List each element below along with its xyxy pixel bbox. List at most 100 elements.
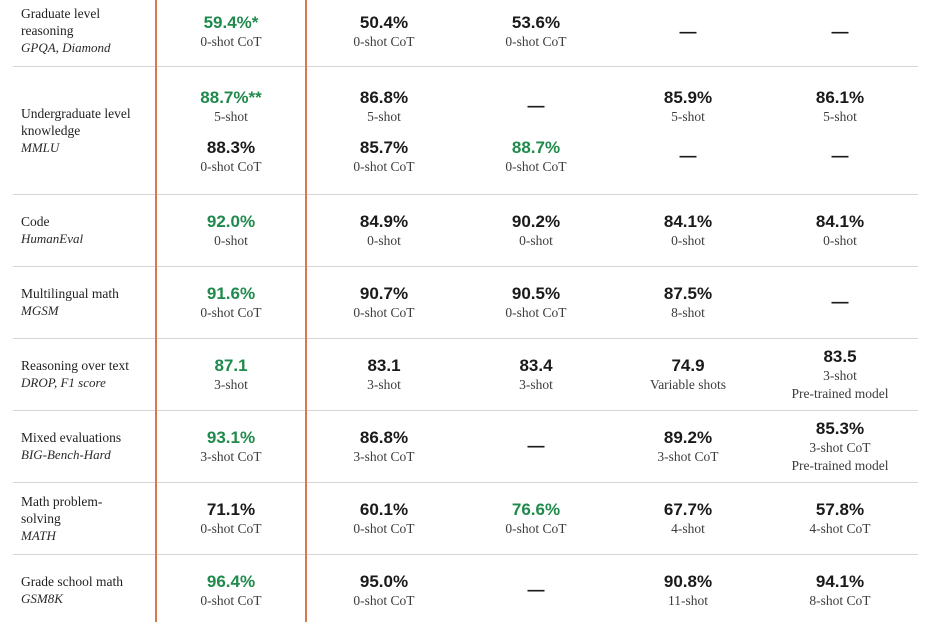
- empty-score-dash: —: [527, 580, 545, 599]
- score-value: 84.1%: [663, 212, 713, 231]
- score-method: 3-shot: [519, 377, 553, 392]
- benchmark-source: MATH: [21, 528, 56, 543]
- score-cell: 86.8% 3-shot CoT: [309, 428, 459, 466]
- score-method: 0-shot CoT: [353, 305, 415, 320]
- score-cell: —: [613, 146, 763, 166]
- score-method: 0-shot CoT: [200, 159, 262, 174]
- score-value: 90.2%: [511, 212, 561, 231]
- score-cell: 96.4% 0-shot CoT: [156, 572, 306, 610]
- score-method: Variable shots: [649, 377, 727, 392]
- score-method: 0-shot CoT: [353, 159, 415, 174]
- score-cell: 84.1% 0-shot: [613, 212, 763, 250]
- score-cell: 84.1% 0-shot: [765, 212, 915, 250]
- score-value: 86.8%: [359, 428, 409, 447]
- score-cell: 83.1 3-shot: [309, 356, 459, 394]
- score-method: 0-shot CoT: [505, 159, 567, 174]
- score-method: 3-shot CoT: [809, 440, 871, 455]
- score-value: 86.1%: [815, 88, 865, 107]
- score-cell: —: [461, 436, 611, 456]
- score-value: 85.9%: [663, 88, 713, 107]
- score-value: 76.6%: [511, 500, 561, 519]
- score-method: 5-shot: [367, 109, 401, 124]
- score-method: 0-shot: [519, 233, 553, 248]
- score-method: 0-shot CoT: [353, 521, 415, 536]
- score-value: 86.8%: [359, 88, 409, 107]
- empty-score-dash: —: [679, 22, 697, 41]
- score-cell: 90.5% 0-shot CoT: [461, 284, 611, 322]
- benchmark-name: Reasoning over text: [21, 358, 129, 373]
- score-cell: 90.2% 0-shot: [461, 212, 611, 250]
- benchmark-label: Reasoning over text DROP, F1 score: [21, 357, 151, 391]
- score-model-note: Pre-trained model: [791, 458, 889, 473]
- score-method: 0-shot CoT: [505, 305, 567, 320]
- empty-score-dash: —: [527, 96, 545, 115]
- score-method: 0-shot: [367, 233, 401, 248]
- score-method: 5-shot: [823, 109, 857, 124]
- score-method: 0-shot CoT: [505, 521, 567, 536]
- score-cell: 76.6% 0-shot CoT: [461, 500, 611, 538]
- score-cell: 92.0% 0-shot: [156, 212, 306, 250]
- score-value: 85.3%: [815, 419, 865, 438]
- score-method: 0-shot CoT: [200, 593, 262, 608]
- score-cell: 85.7% 0-shot CoT: [309, 138, 459, 176]
- score-cell: 84.9% 0-shot: [309, 212, 459, 250]
- score-cell: —: [765, 22, 915, 42]
- score-cell: —: [765, 292, 915, 312]
- score-value: 91.6%: [206, 284, 256, 303]
- score-cell: 71.1% 0-shot CoT: [156, 500, 306, 538]
- benchmark-label: Multilingual math MGSM: [21, 285, 151, 319]
- benchmark-label: Code HumanEval: [21, 213, 151, 247]
- score-value: 89.2%: [663, 428, 713, 447]
- score-cell: 86.1% 5-shot: [765, 88, 915, 126]
- benchmark-name: Math problem-solving: [21, 494, 103, 526]
- score-cell: 91.6% 0-shot CoT: [156, 284, 306, 322]
- score-method: 0-shot CoT: [505, 34, 567, 49]
- score-method: 3-shot CoT: [657, 449, 719, 464]
- score-value: 83.5: [823, 347, 857, 366]
- score-value: 50.4%: [359, 13, 409, 32]
- score-value: 88.3%: [206, 138, 256, 157]
- score-cell: 87.5% 8-shot: [613, 284, 763, 322]
- score-value: 90.5%: [511, 284, 561, 303]
- benchmark-label: Grade school math GSM8K: [21, 573, 151, 607]
- empty-score-dash: —: [527, 436, 545, 455]
- score-cell: 53.6% 0-shot CoT: [461, 13, 611, 51]
- score-value: 87.1: [214, 356, 248, 375]
- table-row: Undergraduate level knowledge MMLU 88.7%…: [13, 67, 918, 195]
- score-value: 90.7%: [359, 284, 409, 303]
- benchmark-source: GPQA, Diamond: [21, 40, 111, 55]
- empty-score-dash: —: [831, 146, 849, 165]
- benchmark-label: Mixed evaluations BIG-Bench-Hard: [21, 429, 151, 463]
- score-value: 84.1%: [815, 212, 865, 231]
- score-cell: 83.4 3-shot: [461, 356, 611, 394]
- score-value: 57.8%: [815, 500, 865, 519]
- score-method: 0-shot CoT: [200, 34, 262, 49]
- score-value: 90.8%: [663, 572, 713, 591]
- score-method: 4-shot CoT: [809, 521, 871, 536]
- score-value: 84.9%: [359, 212, 409, 231]
- score-value: 96.4%: [206, 572, 256, 591]
- score-method: 3-shot: [823, 368, 857, 383]
- empty-score-dash: —: [831, 292, 849, 311]
- score-cell: 59.4%* 0-shot CoT: [156, 13, 306, 51]
- score-method: 4-shot: [671, 521, 705, 536]
- score-method: 3-shot: [214, 377, 248, 392]
- benchmark-source: MGSM: [21, 303, 59, 318]
- score-method: 0-shot: [214, 233, 248, 248]
- benchmark-source: GSM8K: [21, 591, 63, 606]
- benchmark-name: Multilingual math: [21, 286, 119, 301]
- score-cell: —: [461, 580, 611, 600]
- score-cell: 90.8% 11-shot: [613, 572, 763, 610]
- score-method: 3-shot CoT: [200, 449, 262, 464]
- score-cell: 85.9% 5-shot: [613, 88, 763, 126]
- score-cell: 85.3% 3-shot CoT Pre-trained model: [765, 419, 915, 475]
- score-value: 94.1%: [815, 572, 865, 591]
- table-row: Graduate level reasoning GPQA, Diamond 5…: [13, 0, 918, 67]
- score-cell: 60.1% 0-shot CoT: [309, 500, 459, 538]
- benchmark-label: Graduate level reasoning GPQA, Diamond: [21, 5, 151, 56]
- score-method: 0-shot CoT: [200, 305, 262, 320]
- score-value: 83.1: [367, 356, 401, 375]
- table-row: Multilingual math MGSM 91.6% 0-shot CoT …: [13, 267, 918, 339]
- score-value: 74.9: [671, 356, 705, 375]
- score-cell: 50.4% 0-shot CoT: [309, 13, 459, 51]
